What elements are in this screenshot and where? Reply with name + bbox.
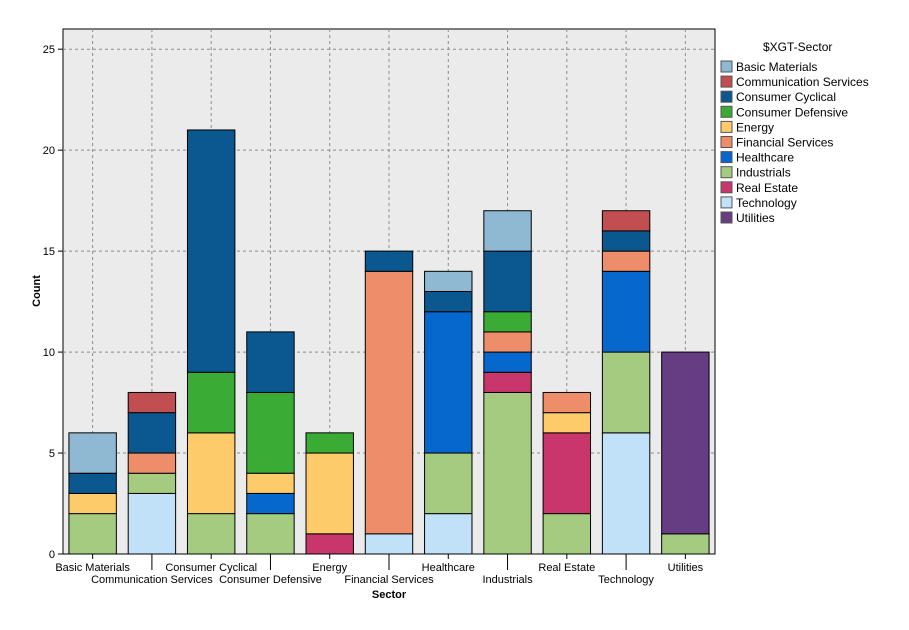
legend: $XGT-Sector Basic MaterialsCommunication… (720, 40, 869, 225)
legend-item: Communication Services (736, 75, 869, 89)
bar-segment (68, 492, 117, 515)
legend-item: Real Estate (736, 181, 798, 195)
bar-segment (127, 391, 177, 414)
legend-swatch (720, 90, 733, 103)
bar-segment (68, 472, 117, 494)
bar-segment (542, 432, 592, 515)
legend-swatch (720, 211, 733, 224)
bar-segment (601, 210, 651, 232)
legend-item: Energy (736, 120, 774, 134)
legend-item: Healthcare (736, 151, 794, 165)
legend-item: Technology (736, 196, 797, 210)
y-axis: 0 5 10 15 20 25 (43, 44, 63, 561)
legend-swatch (720, 181, 733, 194)
bar-segment (364, 533, 414, 555)
x-tick-label: Industrials (482, 574, 533, 586)
bar-segment (364, 270, 414, 535)
bar-segment (424, 291, 473, 313)
bar-segment (483, 371, 532, 393)
x-tick-label: Basic Materials (55, 562, 130, 574)
bar-segment (186, 513, 236, 555)
bar-segment (127, 452, 177, 474)
legend-item: Financial Services (736, 136, 833, 150)
legend-title: $XGT-Sector (763, 40, 832, 54)
bar-segment (246, 472, 295, 494)
bar-segment (542, 412, 592, 434)
bar-segment (601, 351, 651, 434)
legend-item: Basic Materials (736, 60, 817, 74)
y-tick-label: 0 (49, 549, 55, 561)
bar-segment (424, 452, 473, 515)
bar-segment (601, 432, 651, 555)
bar-segment (661, 533, 710, 555)
bar-segment (305, 533, 354, 555)
bar-segment (661, 351, 710, 535)
bar-segment (483, 250, 532, 313)
bar-segment (483, 391, 532, 555)
x-tick-label: Technology (598, 574, 654, 586)
legend-item: Industrials (736, 166, 791, 180)
x-tick-label: Communication Services (91, 574, 213, 586)
bar-segment (483, 331, 532, 353)
bar-segment (186, 371, 236, 434)
x-tick-label: Energy (312, 562, 347, 574)
bar-segment (483, 210, 532, 252)
bar-segment (186, 129, 236, 373)
x-axis-title: Sector (372, 589, 407, 601)
bar-segment (305, 432, 354, 454)
bar-segment (601, 230, 651, 252)
x-tick-label: Consumer Defensive (219, 574, 322, 586)
bar-segment (186, 432, 236, 515)
bar-segment (68, 513, 117, 555)
legend-swatch (720, 136, 733, 148)
bar-segment (127, 492, 177, 555)
bar-segment (364, 250, 414, 272)
bar-segment (246, 513, 295, 555)
bar-segment (127, 472, 177, 494)
bar-segment (424, 513, 473, 555)
legend-swatch (720, 105, 733, 118)
legend-swatch (720, 60, 733, 73)
y-tick-label: 10 (43, 347, 55, 359)
bar-segment (246, 492, 295, 515)
x-tick-label: Real Estate (538, 562, 595, 574)
bar-segment (542, 391, 592, 414)
y-tick-label: 25 (43, 44, 55, 56)
bar-segment (601, 250, 651, 272)
x-tick-label: Healthcare (422, 562, 475, 574)
legend-item: Consumer Cyclical (736, 90, 836, 104)
bar-segment (542, 513, 592, 555)
legend-swatch (720, 151, 733, 164)
bar-segment (68, 432, 117, 474)
bar-segment (305, 452, 354, 535)
bar-segment (246, 331, 295, 393)
legend-swatch (720, 166, 733, 179)
bar-segment (424, 270, 473, 292)
y-axis-title: Count (31, 275, 43, 307)
y-tick-label: 20 (43, 145, 55, 157)
bar-segment (424, 311, 473, 454)
y-tick-label: 15 (43, 246, 55, 258)
x-tick-label: Consumer Cyclical (165, 562, 257, 574)
bar-segment (127, 412, 177, 454)
legend-item: Consumer Defensive (736, 105, 848, 119)
bar-segment (483, 311, 532, 333)
bar-segment (246, 391, 295, 474)
x-tick-label: Financial Services (344, 574, 434, 586)
legend-swatch (720, 196, 733, 209)
bar-segment (483, 351, 532, 373)
legend-swatch (720, 75, 733, 88)
legend-item: Utilities (736, 211, 775, 225)
legend-swatch (720, 120, 733, 133)
y-tick-label: 5 (49, 448, 55, 460)
bars (68, 129, 710, 555)
bar-segment (601, 270, 651, 353)
x-tick-label: Utilities (668, 562, 704, 574)
